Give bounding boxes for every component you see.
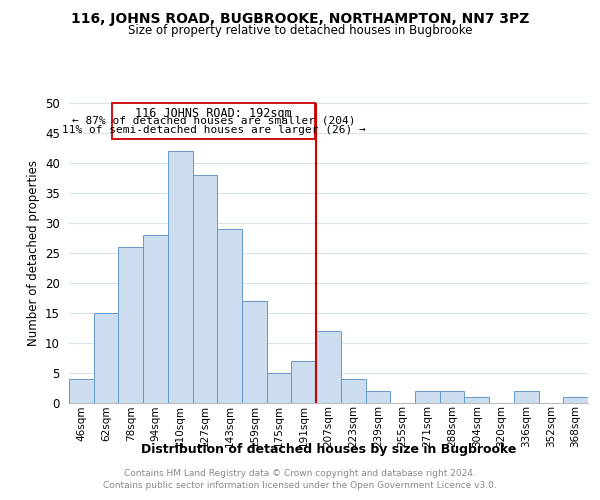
- Bar: [415, 390, 440, 402]
- Bar: [217, 228, 242, 402]
- Bar: [267, 372, 292, 402]
- Bar: [168, 150, 193, 402]
- Text: Contains HM Land Registry data © Crown copyright and database right 2024.: Contains HM Land Registry data © Crown c…: [124, 469, 476, 478]
- Text: ← 87% of detached houses are smaller (204): ← 87% of detached houses are smaller (20…: [72, 116, 355, 126]
- Bar: [69, 378, 94, 402]
- Bar: [514, 390, 539, 402]
- Bar: [316, 330, 341, 402]
- Bar: [292, 360, 316, 403]
- Bar: [464, 396, 489, 402]
- Text: Contains public sector information licensed under the Open Government Licence v3: Contains public sector information licen…: [103, 481, 497, 490]
- Bar: [440, 390, 464, 402]
- Bar: [242, 300, 267, 402]
- Bar: [94, 312, 118, 402]
- Text: 116, JOHNS ROAD, BUGBROOKE, NORTHAMPTON, NN7 3PZ: 116, JOHNS ROAD, BUGBROOKE, NORTHAMPTON,…: [71, 12, 529, 26]
- Bar: [365, 390, 390, 402]
- Text: 11% of semi-detached houses are larger (26) →: 11% of semi-detached houses are larger (…: [62, 126, 365, 136]
- Text: Size of property relative to detached houses in Bugbrooke: Size of property relative to detached ho…: [128, 24, 472, 37]
- Bar: [112, 102, 315, 139]
- Bar: [563, 396, 588, 402]
- Text: Distribution of detached houses by size in Bugbrooke: Distribution of detached houses by size …: [141, 442, 517, 456]
- Y-axis label: Number of detached properties: Number of detached properties: [26, 160, 40, 346]
- Bar: [341, 378, 365, 402]
- Text: 116 JOHNS ROAD: 192sqm: 116 JOHNS ROAD: 192sqm: [135, 108, 292, 120]
- Bar: [118, 246, 143, 402]
- Bar: [143, 234, 168, 402]
- Bar: [193, 174, 217, 402]
